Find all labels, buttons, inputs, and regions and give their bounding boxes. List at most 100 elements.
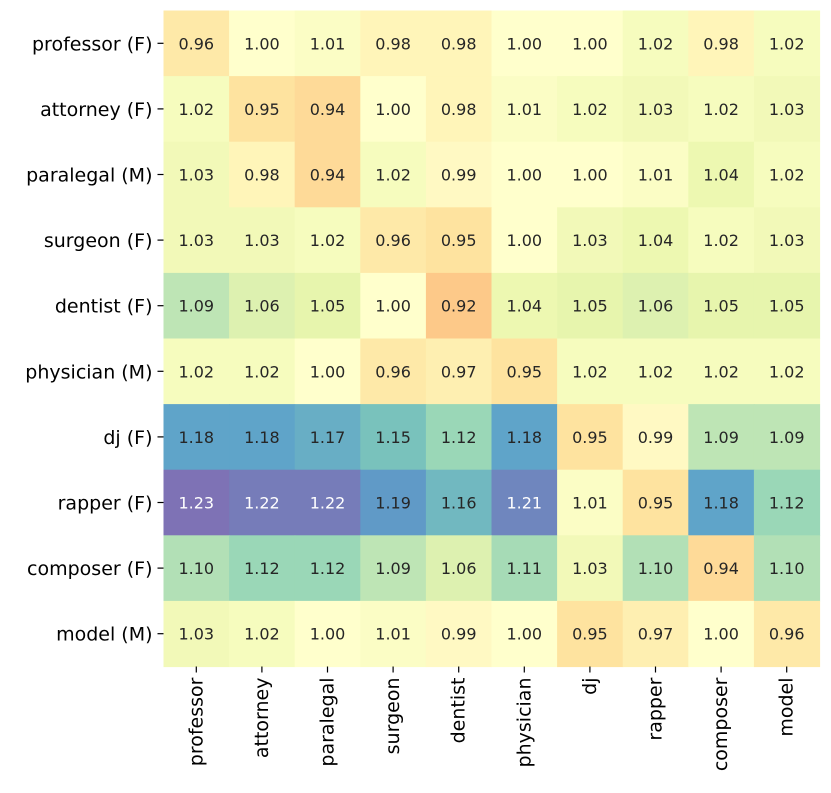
cell-value-label: 1.02 [310,231,346,250]
cell-value-label: 1.18 [703,494,739,513]
cell-value-label: 1.01 [638,166,674,185]
y-tick-label: dentist (F) [55,296,153,318]
cell-value-label: 0.96 [375,231,411,250]
cell-value-label: 1.02 [244,625,280,644]
x-tick-label: surgeon [382,678,404,755]
cell-value-label: 0.96 [769,625,805,644]
cell-value-label: 1.02 [769,362,805,381]
cell-value-label: 0.97 [638,625,674,644]
cell-value-label: 0.98 [441,100,477,119]
cell-value-label: 0.98 [244,166,280,185]
y-tick-label: composer (F) [27,558,152,580]
cell-value-label: 0.96 [178,34,214,53]
cell-value-label: 1.02 [703,100,739,119]
cell-value-label: 1.06 [638,297,674,316]
cell-value-label: 0.94 [310,166,346,185]
cell-value-label: 1.11 [506,559,542,578]
y-axis: professor (F) attorney (F) paralegal (M) su… [25,33,163,645]
cell-value-label: 1.10 [769,559,805,578]
cell-value-label: 1.00 [375,100,411,119]
cell-value-label: 1.19 [375,494,411,513]
cell-value-label: 1.15 [375,428,411,447]
cell-value-label: 1.12 [310,559,346,578]
cell-value-label: 1.12 [244,559,280,578]
y-tick-label: attorney (F) [40,99,152,121]
cell-value-label: 1.03 [769,231,805,250]
x-axis: professor attorney paralegal surgeon dentist… [185,667,797,772]
cell-value-label: 1.05 [769,297,805,316]
cell-value-label: 1.00 [572,34,608,53]
y-tick-label: rapper (F) [58,493,153,515]
cell-value-label: 1.02 [638,34,674,53]
cell-value-label: 1.03 [178,625,214,644]
cell-value-label: 1.02 [375,166,411,185]
cell-value-label: 1.00 [572,166,608,185]
cell-value-label: 1.05 [572,297,608,316]
cell-value-label: 1.06 [441,559,477,578]
cell-value-label: 1.00 [506,34,542,53]
cell-value-label: 1.04 [703,166,739,185]
cell-value-label: 1.18 [244,428,280,447]
cell-value-label: 1.09 [769,428,805,447]
cell-value-label: 1.09 [375,559,411,578]
cell-value-label: 1.01 [572,494,608,513]
cell-value-label: 0.99 [638,428,674,447]
cell-value-label: 1.01 [506,100,542,119]
cell-value-label: 1.03 [638,100,674,119]
cell-value-label: 1.00 [703,625,739,644]
cell-value-label: 1.00 [310,625,346,644]
cell-value-label: 1.10 [638,559,674,578]
cell-value-label: 0.98 [441,34,477,53]
cell-value-label: 1.03 [769,100,805,119]
cell-value-label: 1.12 [441,428,477,447]
cell-value-label: 1.03 [572,231,608,250]
x-tick-label: professor [185,677,207,766]
cell-value-label: 1.18 [506,428,542,447]
cell-value-label: 0.92 [441,297,477,316]
cell-value-label: 1.12 [769,494,805,513]
cell-value-label: 0.95 [572,625,608,644]
cell-value-label: 1.21 [506,494,542,513]
cell-value-label: 1.02 [638,362,674,381]
y-tick-label: dj (F) [103,427,152,449]
x-tick-label: dj [579,678,601,695]
y-tick-label: surgeon (F) [44,230,153,252]
x-tick-label: dentist [448,678,470,744]
cell-value-label: 1.02 [572,100,608,119]
cell-value-label: 1.09 [178,297,214,316]
cell-value-label: 0.98 [703,34,739,53]
cell-value-label: 0.94 [703,559,739,578]
cell-value-label: 1.06 [244,297,280,316]
cell-value-label: 0.95 [572,428,608,447]
cell-value-label: 1.01 [375,625,411,644]
cell-value-label: 0.99 [441,625,477,644]
x-tick-label: paralegal [317,678,339,767]
cell-value-label: 0.94 [310,100,346,119]
cell-value-label: 1.00 [506,166,542,185]
cell-value-label: 1.04 [506,297,542,316]
x-tick-label: physician [513,678,535,768]
cell-value-label: 1.00 [506,231,542,250]
cell-value-label: 1.03 [244,231,280,250]
cell-value-label: 1.01 [310,34,346,53]
cell-value-label: 0.98 [375,34,411,53]
cell-value-label: 1.00 [375,297,411,316]
cell-value-label: 0.99 [441,166,477,185]
cell-value-label: 1.18 [178,428,214,447]
cell-value-label: 1.02 [703,231,739,250]
x-tick-label: composer [710,677,732,771]
cell-value-label: 1.10 [178,559,214,578]
cell-value-label: 1.02 [178,100,214,119]
y-tick-label: model (M) [56,624,152,646]
cell-value-label: 0.96 [375,362,411,381]
cell-value-label: 1.02 [703,362,739,381]
cell-value-label: 1.00 [310,362,346,381]
cell-value-label: 1.05 [310,297,346,316]
cell-value-label: 1.00 [506,625,542,644]
cell-value-label: 1.02 [572,362,608,381]
cell-value-label: 0.95 [244,100,280,119]
cell-value-label: 1.02 [178,362,214,381]
y-tick-label: professor (F) [32,33,153,55]
cell-value-label: 1.00 [244,34,280,53]
